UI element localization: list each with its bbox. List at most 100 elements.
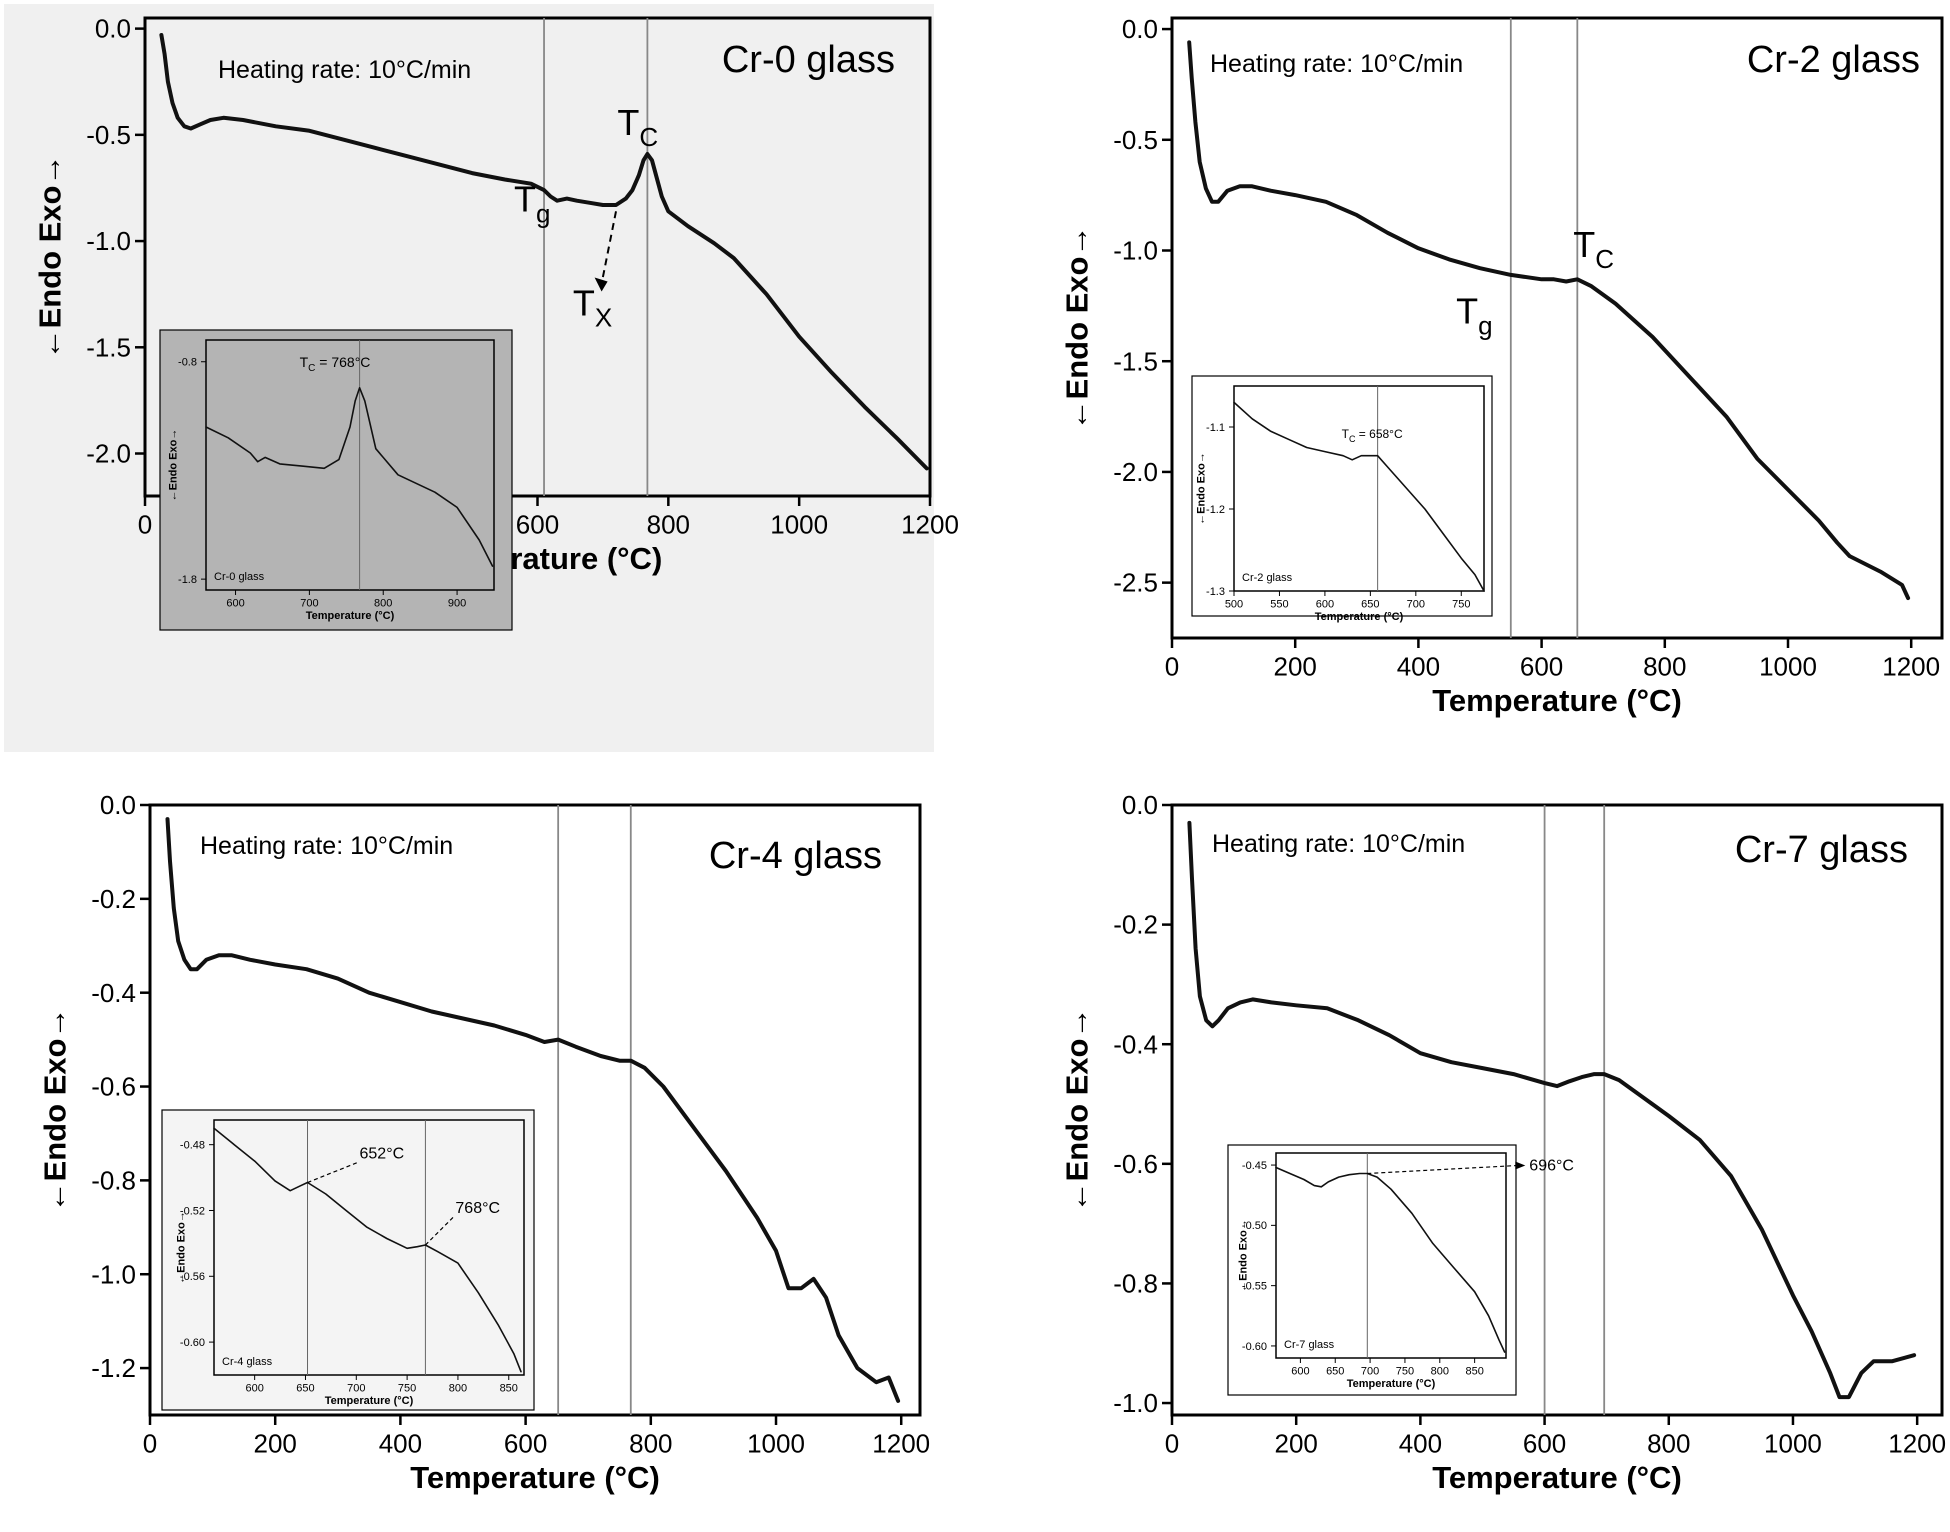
panel-d-inset-annotation: 696°C — [1529, 1158, 1574, 1175]
panel-a-inset: 600 700 800 900 -0.8 -1.8 Temperature (°C) ←End… — [159, 329, 513, 631]
panel-a-marker-2: TX — [573, 282, 612, 332]
panel-b-ytick-label-1: -0.5 — [1113, 125, 1158, 155]
panel-c-xtick-label-4: 800 — [629, 1428, 672, 1458]
panel-a-ytick-label-4: -2.0 — [86, 439, 131, 469]
panel-d-inset: 600 650 700 750 800 850 -0.45 -0.50 -0.55 -0.60 Te… — [1227, 1144, 1574, 1396]
panel-b: 0 200 400 600 800 1000 1200 0.0 -0.5 -1.0 -1.5 -2.0… — [1032, 4, 1950, 752]
panel-d-xtick-label-6: 1200 — [1888, 1428, 1946, 1458]
panel-a-annotation: Heating rate: 10°C/min — [218, 56, 471, 84]
panel-a-title: Cr-0 glass — [722, 39, 895, 81]
panel-d-ytick-label-3: -0.6 — [1113, 1149, 1158, 1179]
panel-b-ytick-label-5: -2.5 — [1113, 568, 1158, 598]
panel-c-xtick-label-1: 200 — [254, 1428, 297, 1458]
panel-b-ytick-label-2: -1.0 — [1113, 236, 1158, 266]
panel-b-xlabel: Temperature (°C) — [1432, 683, 1682, 718]
panel-a-xtick-label-5: 1000 — [770, 509, 828, 539]
panel-c-xtick-label-0: 0 — [143, 1428, 157, 1458]
panel-d-inset-ytick-label-1: -0.50 — [1242, 1220, 1267, 1232]
panel-b-inset-xtick-label-4: 700 — [1407, 599, 1425, 611]
panel-d-inset-ytick-label-0: -0.45 — [1242, 1160, 1267, 1172]
panel-d-inset-plot-frame — [1275, 1152, 1507, 1359]
panel-a-marker-1: TC — [617, 102, 658, 152]
panel-d-xtick-label-4: 800 — [1647, 1428, 1690, 1458]
panel-c-ytick-label-2: -0.4 — [91, 978, 136, 1008]
panel-c-inset-xtick-label-3: 750 — [398, 1383, 416, 1395]
panel-b-marker-0: Tg — [1456, 291, 1492, 341]
panel-a-inset-series-line-0 — [205, 387, 494, 567]
panel-a-xtick-label-4: 800 — [647, 509, 690, 539]
panel-d-xtick-label-0: 0 — [1165, 1428, 1179, 1458]
panel-c-inset-ylabel: ←Endo Exo→ — [175, 1211, 187, 1284]
panel-b-ytick-label-0: 0.0 — [1122, 14, 1158, 44]
panel-b-ytick-label-3: -1.5 — [1113, 346, 1158, 376]
panel-c-inset-series-line-0 — [213, 1127, 522, 1373]
panel-c-inset-arrow-0 — [307, 1161, 358, 1184]
panel-b-xtick-label-6: 1200 — [1882, 651, 1940, 681]
panel-b-inset-title: Cr-2 glass — [1242, 572, 1293, 584]
panel-a-inset-ylabel: ←Endo Exo→ — [167, 429, 179, 502]
panel-a-xtick-label-0: 0 — [138, 509, 152, 539]
panel-b-xtick-label-5: 1000 — [1759, 651, 1817, 681]
panel-d-inset-ytick-label-3: -0.60 — [1242, 1341, 1267, 1353]
panel-b-inset: 500 550 600 650 700 750 -1.1 -1.2 -1.3 Temperatur… — [1191, 375, 1493, 623]
panel-b-series-line-0 — [1187, 40, 1911, 601]
panel-d-xtick-label-2: 400 — [1399, 1428, 1442, 1458]
panel-c-inset-xtick-label-0: 600 — [245, 1383, 263, 1395]
panel-b-xtick-label-2: 400 — [1397, 651, 1440, 681]
panel-d-series-line-0 — [1187, 820, 1917, 1400]
panel-c-xtick-label-5: 1000 — [747, 1428, 805, 1458]
panel-d-title: Cr-7 glass — [1735, 829, 1908, 871]
panel-c-xtick-label-6: 1200 — [872, 1428, 930, 1458]
panel-c-xtick-label-3: 600 — [504, 1428, 547, 1458]
panel-d-inset-arrow-head-0 — [1515, 1161, 1526, 1170]
panel-a-xtick-label-6: 1200 — [901, 509, 959, 539]
panel-d-ylabel: ←Endo Exo→ — [1059, 1008, 1094, 1213]
panel-a-inset-annotation: TC = 768°C — [300, 354, 371, 374]
panel-b-inset-plot-frame — [1233, 385, 1485, 592]
panel-d-inset-xtick-label-0: 600 — [1291, 1366, 1309, 1378]
panel-c-inset-annotation-1: 768°C — [455, 1200, 500, 1217]
panel-b-inset-xtick-label-1: 550 — [1270, 599, 1288, 611]
panel-c-ytick-label-4: -0.8 — [91, 1165, 136, 1195]
panel-b-inset-ytick-label-1: -1.2 — [1206, 504, 1225, 516]
panel-a-inset-background — [159, 329, 513, 631]
panel-a-inset-xtick-label-0: 600 — [226, 598, 244, 610]
panel-b-inset-ylabel: ←Endo Exo→ — [1195, 452, 1207, 525]
panel-d-inset-series-line-0 — [1275, 1166, 1506, 1353]
panel-a-inset-xtick-label-2: 800 — [374, 598, 392, 610]
panel-c-title: Cr-4 glass — [709, 835, 882, 877]
panel-b-inset-series-line-0 — [1233, 401, 1485, 592]
panel-b-xtick-label-4: 800 — [1643, 651, 1686, 681]
panel-c-inset-title: Cr-4 glass — [222, 1356, 273, 1368]
panel-d-xtick-label-3: 600 — [1523, 1428, 1566, 1458]
panel-a-series-line-0 — [159, 33, 929, 471]
panel-c-inset-background — [161, 1109, 535, 1411]
panel-c-ytick-label-6: -1.2 — [91, 1353, 136, 1383]
panel-d-plot-frame — [1170, 803, 1944, 1417]
panel-a-inset-xlabel: Temperature (°C) — [306, 610, 395, 622]
panel-a-inset-plot-frame — [205, 339, 495, 591]
panel-d-xtick-label-1: 200 — [1274, 1428, 1317, 1458]
panel-c-inset: 600 650 700 750 800 850 -0.48 -0.52 -0.56 -0.60 Te… — [161, 1109, 535, 1411]
panel-d-inset-ylabel: ←Endo Exo→ — [1237, 1219, 1249, 1292]
panel-c-inset-xtick-label-1: 650 — [296, 1383, 314, 1395]
panel-d-inset-xlabel: Temperature (°C) — [1347, 1378, 1436, 1390]
panel-c-plot-frame — [148, 803, 922, 1417]
panel-d-inset-xtick-label-1: 650 — [1326, 1366, 1344, 1378]
panel-a-xtick-label-3: 600 — [516, 509, 559, 539]
panel-a-inset-xtick-label-1: 700 — [300, 598, 318, 610]
panel-c-ytick-label-5: -1.0 — [91, 1259, 136, 1289]
panel-b-annotation: Heating rate: 10°C/min — [1210, 50, 1463, 78]
panel-a-ytick-label-1: -0.5 — [86, 120, 131, 150]
panel-b-inset-background — [1191, 375, 1493, 617]
panel-c-inset-ytick-label-2: -0.56 — [180, 1271, 205, 1283]
panel-d-ytick-label-4: -0.8 — [1113, 1269, 1158, 1299]
panel-d: 0 200 400 600 800 1000 1200 0.0 -0.2 -0.4 -0.6 -0.8… — [1032, 776, 1950, 1532]
panel-c-ylabel: ←Endo Exo→ — [37, 1008, 72, 1213]
panel-b-inset-annotation: TC = 658°C — [1342, 427, 1403, 444]
panel-b-inset-xtick-label-0: 500 — [1225, 599, 1243, 611]
panel-c-inset-xtick-label-4: 800 — [449, 1383, 467, 1395]
panel-c-xtick-label-2: 400 — [379, 1428, 422, 1458]
panel-d-xlabel: Temperature (°C) — [1432, 1460, 1682, 1495]
panel-b-ytick-label-4: -2.0 — [1113, 457, 1158, 487]
